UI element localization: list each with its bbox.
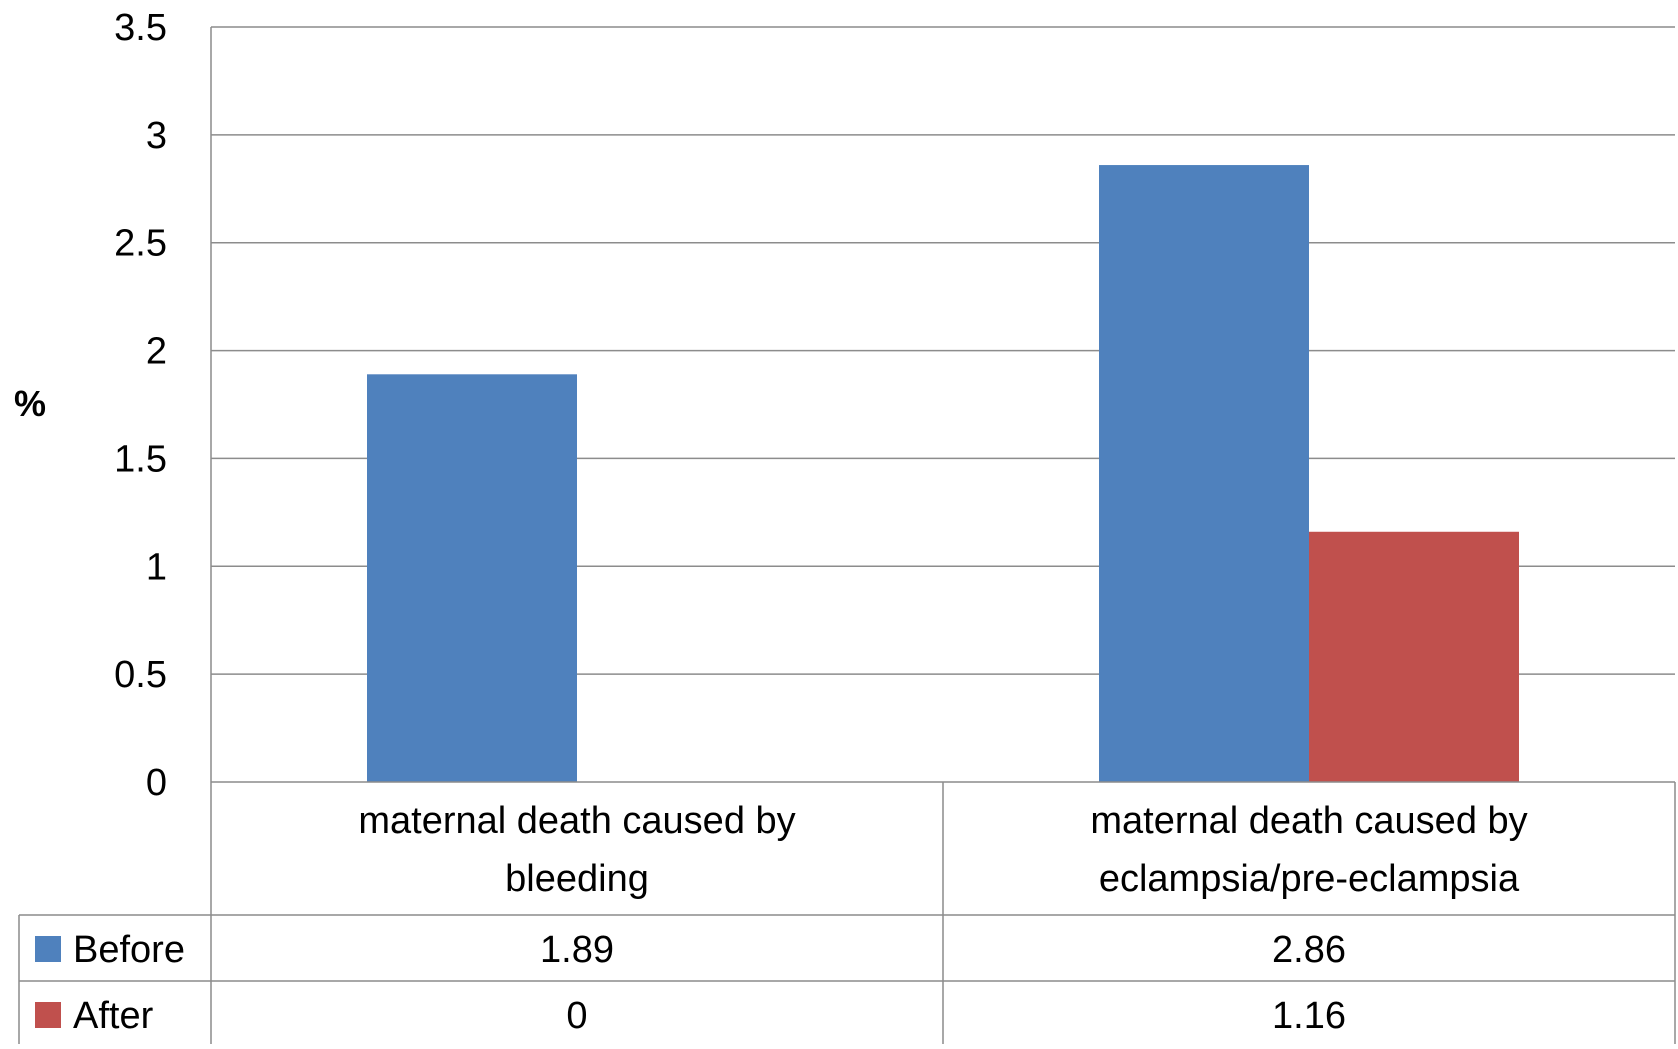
y-tick-label: 3.5 xyxy=(114,7,167,49)
y-tick-label: 0 xyxy=(146,762,167,804)
y-tick-label: 2 xyxy=(146,331,167,373)
data-table: maternal death caused by bleeding maternal… xyxy=(18,782,1676,1048)
legend-key-after xyxy=(35,1002,61,1028)
bar-after-1 xyxy=(1309,531,1519,782)
x-tick-label: eclampsia/pre-eclampsia xyxy=(1099,858,1520,900)
data-label: 0 xyxy=(566,995,587,1037)
x-tick-label: bleeding xyxy=(505,858,649,900)
legend-label-before: Before xyxy=(73,929,185,971)
x-tick-label: maternal death caused by xyxy=(1090,800,1527,842)
data-label: 1.89 xyxy=(540,929,614,971)
legend-key-before xyxy=(35,936,61,962)
axes: 0 0.5 1 1.5 2 2.5 3 3.5 xyxy=(114,7,1675,804)
y-tick-label: 1 xyxy=(146,546,167,588)
bars xyxy=(367,165,1519,783)
legend-label-after: After xyxy=(73,995,154,1037)
y-tick-label: 1.5 xyxy=(114,438,167,480)
y-tick-label: 2.5 xyxy=(114,223,167,265)
bar-before-0 xyxy=(367,374,577,782)
data-label: 1.16 xyxy=(1272,995,1346,1037)
y-tick-label: 0.5 xyxy=(114,654,167,696)
data-label: 2.86 xyxy=(1272,929,1346,971)
x-tick-label: maternal death caused by xyxy=(358,800,795,842)
y-tick-label: 3 xyxy=(146,115,167,157)
bar-before-1 xyxy=(1099,165,1309,783)
y-axis-label: % xyxy=(14,383,46,424)
